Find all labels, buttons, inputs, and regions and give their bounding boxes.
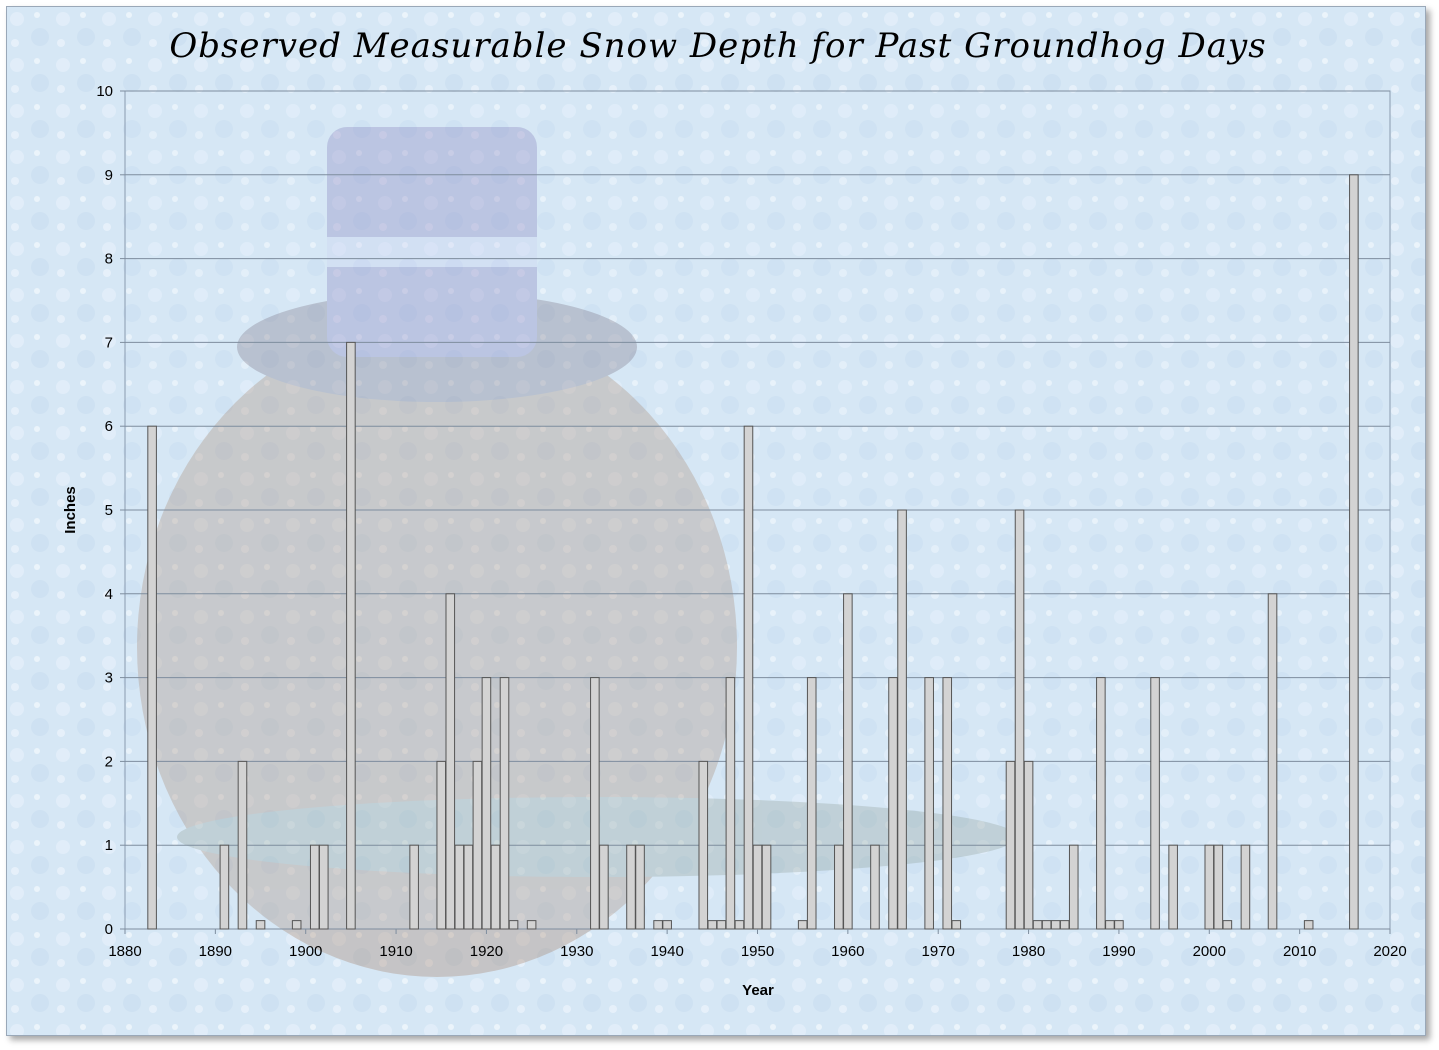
chart-svg: 0 1 2 3 4 5 6 7 8 9 10 1880 1890 1900 1910 1920 1930 194…	[7, 7, 1425, 1035]
y-axis-title: Inches	[62, 486, 79, 534]
bar	[734, 920, 745, 930]
bar	[1041, 920, 1052, 930]
bar	[698, 760, 709, 930]
bar	[806, 677, 817, 930]
bar	[219, 844, 230, 930]
bar	[743, 425, 754, 930]
bar	[716, 920, 727, 930]
y-tick-label: 10	[96, 83, 113, 100]
bar	[1303, 920, 1314, 930]
y-axis-ticks: 0 1 2 3 4 5 6 7 8 9 10	[96, 83, 125, 938]
x-tick-label: 1970	[922, 943, 955, 960]
bar	[942, 677, 953, 930]
bar	[951, 920, 962, 930]
x-tick-label: 1910	[379, 943, 412, 960]
bar	[318, 844, 329, 930]
bar	[436, 760, 447, 930]
bar	[834, 844, 844, 930]
x-axis-title: Year	[742, 982, 774, 999]
y-tick-label: 3	[105, 670, 113, 687]
bar	[463, 844, 474, 930]
bar	[599, 844, 609, 930]
bar	[1150, 677, 1160, 930]
bar	[1023, 760, 1034, 930]
bar	[1114, 920, 1124, 930]
bar	[1014, 509, 1025, 930]
x-tick-label: 2010	[1283, 943, 1316, 960]
bar	[490, 844, 501, 930]
x-tick-label: 1900	[289, 943, 322, 960]
bar	[237, 760, 248, 930]
x-tick-label: 1990	[1102, 943, 1135, 960]
y-tick-label: 1	[105, 837, 113, 854]
bar	[526, 920, 537, 930]
bar	[1005, 760, 1016, 930]
bar	[1168, 844, 1178, 930]
bar	[1032, 920, 1043, 930]
bar	[752, 844, 763, 930]
bar	[147, 425, 157, 930]
bars	[147, 174, 1359, 930]
bar	[590, 677, 600, 930]
chart-frame: 0 1 2 3 4 5 6 7 8 9 10 1880 1890 1900 1910 1920 1930 194…	[6, 6, 1426, 1036]
bar	[725, 677, 736, 930]
bar	[635, 844, 645, 930]
x-tick-label: 1880	[108, 943, 141, 960]
bar	[309, 844, 320, 930]
bar	[1068, 844, 1079, 930]
x-tick-label: 1930	[560, 943, 593, 960]
bar	[1204, 844, 1215, 930]
x-tick-label: 2000	[1193, 943, 1226, 960]
bar	[1105, 920, 1115, 930]
x-tick-label: 1890	[199, 943, 232, 960]
x-tick-label: 1920	[470, 943, 503, 960]
bar	[1059, 920, 1070, 930]
bar	[508, 920, 519, 930]
bar	[1267, 593, 1278, 930]
y-tick-label: 0	[105, 921, 113, 938]
x-axis-ticks: 1880 1890 1900 1910 1920 1930 1940 1950 1960 1970…	[108, 929, 1407, 960]
bar	[291, 920, 302, 930]
y-tick-label: 9	[105, 167, 113, 184]
bar	[481, 677, 492, 930]
bar	[1213, 844, 1224, 930]
bar	[897, 509, 907, 930]
bar	[653, 920, 663, 930]
x-tick-label: 1940	[650, 943, 683, 960]
bar	[761, 844, 772, 930]
y-tick-label: 6	[105, 418, 113, 435]
bar	[626, 844, 636, 930]
bar	[454, 844, 465, 930]
bar	[409, 844, 419, 930]
y-tick-label: 4	[105, 586, 113, 603]
bar	[843, 593, 853, 930]
bar	[797, 920, 808, 930]
bar	[445, 593, 456, 930]
bar	[1050, 920, 1061, 930]
plot-area: 0 1 2 3 4 5 6 7 8 9 10 1880 1890 1900 1910 1920 1930 194…	[96, 83, 1406, 960]
x-tick-label: 1950	[741, 943, 774, 960]
bar	[472, 760, 483, 930]
y-tick-label: 5	[105, 502, 113, 519]
x-tick-label: 2020	[1373, 943, 1406, 960]
bar	[707, 920, 718, 930]
bar	[662, 920, 672, 930]
bar	[1222, 920, 1233, 930]
bar	[924, 677, 934, 930]
bar	[888, 677, 898, 930]
x-tick-label: 1980	[1012, 943, 1045, 960]
bar	[346, 341, 356, 930]
bar	[499, 677, 510, 930]
bar	[255, 920, 266, 930]
y-tick-label: 2	[105, 753, 113, 770]
bar	[1240, 844, 1251, 930]
chart-title: Observed Measurable Snow Depth for Past …	[169, 26, 1266, 66]
bar	[1096, 677, 1106, 930]
y-tick-label: 8	[105, 251, 113, 268]
bar	[870, 844, 880, 930]
x-tick-label: 1960	[831, 943, 864, 960]
bar	[1349, 174, 1359, 930]
y-tick-label: 7	[105, 334, 113, 351]
